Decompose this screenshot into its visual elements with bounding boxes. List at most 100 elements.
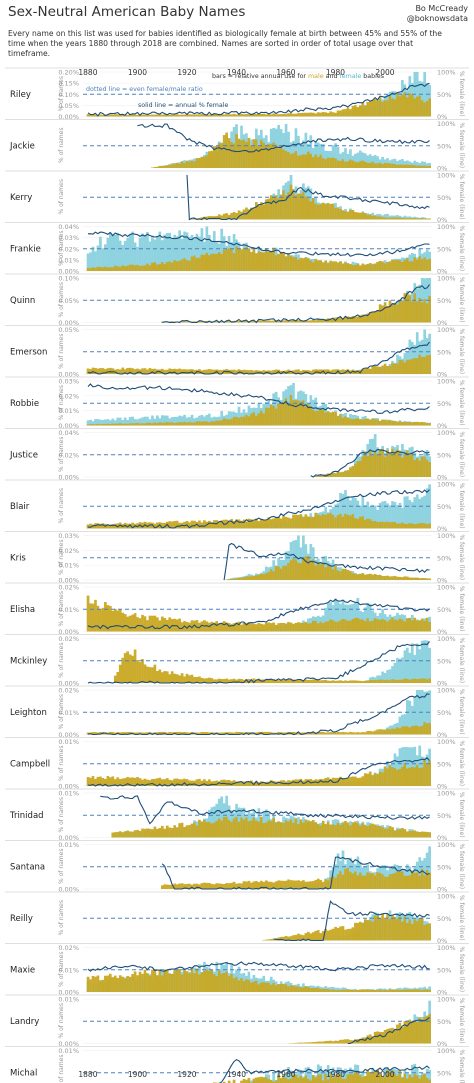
male-bar bbox=[366, 368, 370, 374]
y-tick-label: 0.01% bbox=[58, 996, 79, 1004]
male-bar bbox=[361, 619, 365, 632]
male-bar bbox=[289, 560, 293, 580]
male-bar bbox=[346, 470, 350, 477]
male-bar bbox=[116, 610, 120, 632]
male-bar bbox=[393, 575, 397, 580]
male-bar bbox=[153, 523, 157, 529]
female-bar bbox=[403, 714, 407, 735]
y-tick-label: 0.01% bbox=[58, 562, 79, 570]
right-tick-label: 100% bbox=[437, 841, 456, 849]
male-bar bbox=[428, 258, 431, 271]
male-bar bbox=[339, 926, 342, 941]
male-bar bbox=[269, 195, 273, 220]
male-bar bbox=[311, 732, 315, 735]
male-bar bbox=[413, 257, 417, 271]
male-bar bbox=[151, 829, 154, 838]
female-bar bbox=[393, 501, 397, 529]
male-bar bbox=[378, 1072, 382, 1083]
male-bar bbox=[406, 576, 409, 580]
male-bar bbox=[428, 354, 431, 374]
male-bar bbox=[388, 729, 392, 735]
male-bar bbox=[396, 989, 399, 992]
male-bar bbox=[349, 316, 352, 323]
female-bar bbox=[193, 418, 196, 426]
male-bar bbox=[262, 574, 266, 580]
male-bar bbox=[319, 408, 323, 426]
male-bar bbox=[316, 260, 320, 271]
male-bar bbox=[195, 114, 199, 117]
male-bar bbox=[398, 618, 402, 632]
male-bar bbox=[151, 732, 154, 735]
male-bar bbox=[222, 816, 226, 838]
male-bar bbox=[173, 423, 177, 426]
male-bar bbox=[373, 365, 377, 374]
right-tick-label: 0% bbox=[437, 268, 447, 276]
male-bar bbox=[423, 357, 427, 374]
male-bar bbox=[284, 114, 288, 117]
male-bar bbox=[118, 975, 122, 992]
male-bar bbox=[215, 321, 219, 323]
male-bar bbox=[396, 92, 399, 117]
male-bar bbox=[279, 518, 283, 529]
male-bar bbox=[321, 931, 325, 941]
male-bar bbox=[113, 832, 117, 838]
male-bar bbox=[158, 165, 162, 168]
male-bar bbox=[309, 517, 313, 529]
male-bar bbox=[420, 302, 424, 323]
male-bar bbox=[151, 423, 154, 426]
male-bar bbox=[354, 776, 357, 786]
male-bar bbox=[366, 773, 370, 786]
male-bar bbox=[321, 731, 325, 735]
male-bar bbox=[183, 884, 186, 889]
female-bar bbox=[413, 1063, 417, 1083]
male-bar bbox=[376, 261, 379, 271]
female-bar bbox=[388, 505, 392, 529]
male-bar bbox=[269, 623, 273, 632]
male-bar bbox=[126, 776, 129, 786]
male-bar bbox=[381, 827, 384, 838]
male-bar bbox=[415, 921, 419, 941]
female-bar bbox=[423, 691, 427, 735]
male-bar bbox=[314, 822, 318, 838]
male-bar bbox=[165, 262, 169, 271]
male-bar bbox=[406, 989, 409, 992]
male-bar bbox=[403, 621, 407, 632]
male-bar bbox=[311, 780, 315, 786]
male-bar bbox=[316, 410, 320, 426]
male-bar bbox=[126, 830, 129, 838]
male-bar bbox=[378, 260, 382, 271]
male-bar bbox=[428, 923, 431, 941]
male-bar bbox=[428, 760, 431, 786]
male-bar bbox=[237, 731, 241, 735]
female-bar bbox=[428, 162, 431, 168]
male-bar bbox=[279, 403, 283, 426]
female-bar bbox=[277, 124, 280, 168]
y-tick-label: 0.01% bbox=[58, 256, 79, 264]
y-tick-label: 0.00% bbox=[58, 680, 79, 688]
male-bar bbox=[356, 922, 360, 941]
male-bar bbox=[257, 622, 261, 632]
male-bar bbox=[413, 98, 417, 117]
male-bar bbox=[136, 264, 139, 271]
male-bar bbox=[240, 520, 243, 529]
male-bar bbox=[373, 680, 377, 683]
male-bar bbox=[371, 680, 375, 683]
male-bar bbox=[245, 881, 248, 889]
male-bar bbox=[89, 603, 92, 632]
male-bar bbox=[203, 678, 206, 683]
male-bar bbox=[368, 162, 372, 168]
male-bar bbox=[180, 622, 184, 632]
male-bar bbox=[346, 680, 350, 683]
male-bar bbox=[336, 874, 340, 889]
female-bar bbox=[207, 234, 211, 271]
male-bar bbox=[326, 1079, 330, 1083]
male-bar bbox=[297, 679, 300, 683]
male-bar bbox=[153, 262, 157, 271]
male-bar bbox=[245, 679, 248, 683]
male-bar bbox=[386, 990, 389, 992]
male-bar bbox=[304, 819, 308, 838]
male-bar bbox=[227, 114, 231, 117]
female-bar bbox=[212, 231, 216, 271]
male-bar bbox=[200, 157, 204, 168]
female-bar bbox=[297, 135, 300, 168]
